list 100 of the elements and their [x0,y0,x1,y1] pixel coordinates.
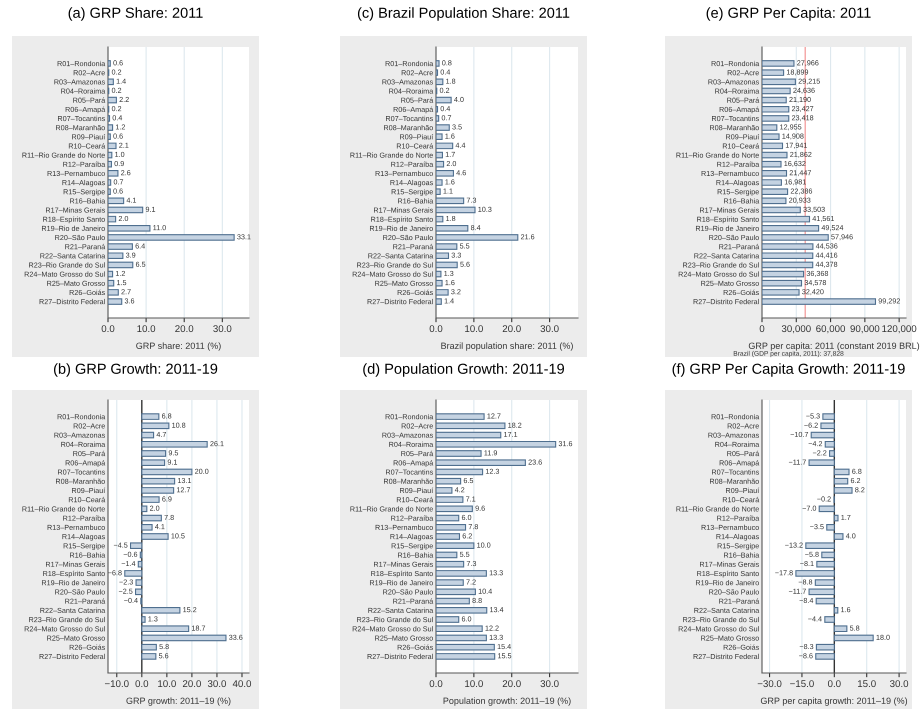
bar [762,60,795,67]
bar [108,243,133,250]
bar [436,179,443,186]
bar [808,459,835,466]
bar [436,115,440,122]
x-axis-title: Brazil population share: 2011 (%) [441,342,573,351]
bar [762,280,802,287]
bar [436,606,488,614]
bar [436,588,476,596]
bar [436,142,454,150]
bar [436,506,473,512]
bar [762,152,788,158]
x-tick-label: 90,000 [850,325,880,334]
bar [436,450,482,457]
bar [436,234,518,241]
bar [436,124,450,131]
bar [108,198,124,204]
x-axis-title: GRP growth: 2011–19 (%) [126,697,230,706]
bar [436,413,485,420]
bar [822,413,835,420]
x-tick-label: 10.0 [465,325,483,332]
bar [436,243,458,250]
bar [141,533,169,540]
bar [108,234,235,241]
chart-title: (f) GRP Per Capita Growth: 2011-19 [672,363,905,377]
bar [834,468,850,476]
chart-title: (c) Brazil Population Share: 2011 [358,7,570,21]
x-tick-label: 0.0 [135,680,148,688]
bar [762,298,876,305]
bar [436,96,452,104]
bar [436,224,468,232]
bar [762,170,788,177]
bar [436,514,460,522]
bar [436,478,462,484]
x-tick-label: 30.0 [213,325,232,332]
bar [762,270,804,278]
bar [141,634,227,642]
bar [816,560,835,568]
bar [762,234,829,241]
bar [818,506,835,512]
x-tick-label: 0 [760,325,764,332]
bar [762,198,786,204]
bar [134,588,142,596]
bar [436,280,443,287]
bar [762,160,782,168]
bar [124,570,142,577]
bar [141,450,166,457]
bar [436,422,506,430]
bar [436,579,464,586]
bar [834,487,853,494]
bar [436,133,443,140]
bar [108,262,134,268]
x-tick-label: 10.0 [158,680,176,688]
bar [141,459,166,466]
x-axis-title: GRP per capita growth: 2011–19 (%) [760,697,908,706]
bar [108,78,114,86]
bar [108,152,112,158]
bar [141,422,170,430]
bar [829,450,835,457]
bar [141,514,162,522]
bar [436,298,442,305]
bar [108,60,111,67]
x-tick-label: 30,000 [782,325,811,334]
bar [436,188,441,195]
bar [108,289,119,296]
bar [762,69,784,76]
x-tick-label: 15.0 [858,680,876,688]
bar [762,179,782,186]
bar [810,432,835,438]
x-axis-title: Population growth: 2011–19 (%) [444,697,571,706]
bar [834,634,874,642]
x-tick-label: 0.0 [828,680,841,688]
bar [795,570,835,577]
bar [141,625,190,632]
bar [436,487,452,494]
bar [141,487,174,494]
bar [436,552,458,558]
bar [108,216,116,222]
bar [436,644,495,650]
bar [826,524,835,531]
bar [762,224,820,232]
bar [436,78,444,86]
x-tick-label: −30.0 [758,680,782,688]
bar [436,570,487,577]
bar [762,216,810,222]
bar [834,533,844,540]
bar [762,88,791,94]
bar [436,440,556,448]
bar [762,142,784,150]
bar [436,216,444,222]
chart-title: (d) Population Growth: 2011-19 [363,363,564,377]
bar [436,252,450,260]
bar [436,496,464,503]
x-tick-label: 40.0 [232,680,252,688]
x-tick-label: 30.0 [540,325,559,332]
bar [436,152,443,158]
bar [762,78,796,86]
bar [821,552,835,558]
bar [141,468,192,476]
x-tick-label: 0.0 [430,325,442,332]
